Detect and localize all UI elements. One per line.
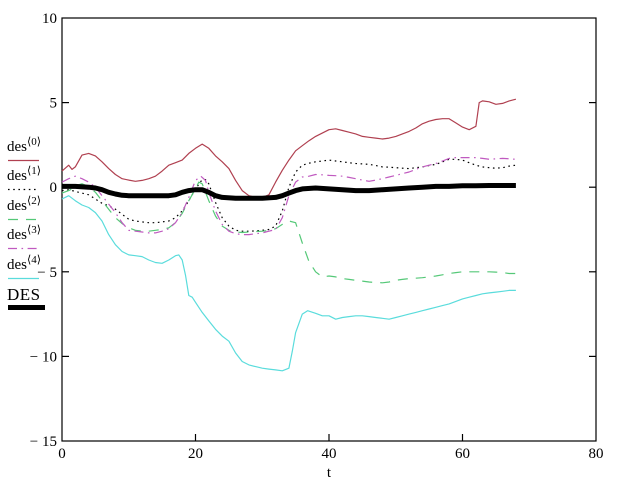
legend-label-superscript: ⟨2⟩	[27, 194, 42, 207]
x-tick-label: 60	[455, 446, 470, 462]
legend-item-des1: des⟨1⟩	[7, 165, 49, 198]
x-tick-label: 80	[589, 446, 604, 462]
legend-item-des4: des⟨4⟩	[7, 253, 49, 287]
y-tick-label: − 15	[30, 434, 57, 450]
y-tick-label: 0	[50, 180, 58, 196]
plot-frame	[61, 17, 597, 442]
plot-legend: des⟨0⟩ des⟨1⟩ des⟨2⟩ des⟨3⟩ des⟨4⟩ DES	[7, 136, 49, 316]
legend-item-DES: DES	[7, 284, 49, 316]
x-tick-label: 40	[322, 446, 337, 462]
series-trace-des3	[61, 157, 516, 236]
legend-label: des⟨4⟩	[7, 253, 42, 273]
legend-line-sample	[8, 304, 45, 310]
legend-label-superscript: ⟨3⟩	[27, 224, 42, 237]
legend-label-superscript: ⟨0⟩	[27, 136, 42, 148]
legend-label-superscript: ⟨1⟩	[27, 165, 42, 178]
legend-line-sample	[8, 248, 39, 250]
legend-item-des0: des⟨0⟩	[7, 136, 49, 169]
x-axis-title: t	[327, 465, 332, 481]
legend-line-sample	[8, 159, 39, 162]
y-tick-label: − 10	[30, 349, 57, 365]
legend-label: des⟨1⟩	[7, 165, 42, 185]
legend-label: des⟨3⟩	[7, 224, 42, 244]
legend-label-superscript: ⟨4⟩	[27, 253, 42, 266]
legend-label: des⟨0⟩	[7, 136, 42, 155]
legend-item-des2: des⟨2⟩	[7, 194, 49, 228]
series-trace-des4	[61, 195, 516, 372]
series-trace-des0	[61, 98, 517, 198]
y-tick-label: − 5	[37, 265, 57, 281]
legend-line-sample	[8, 218, 39, 220]
y-tick-label: 10	[42, 11, 57, 27]
legend-line-sample	[8, 189, 39, 191]
legend-label: DES	[7, 284, 41, 304]
series-trace-des1	[61, 158, 516, 232]
legend-item-des3: des⟨3⟩	[7, 224, 49, 257]
legend-line-sample	[8, 277, 39, 279]
legend-label: des⟨2⟩	[7, 194, 42, 214]
x-tick-label: 0	[58, 446, 66, 462]
y-tick-label: 5	[50, 96, 58, 112]
x-tick-label: 20	[188, 446, 203, 462]
series-trace-des2	[61, 181, 516, 284]
series-trace-DES	[62, 183, 516, 201]
